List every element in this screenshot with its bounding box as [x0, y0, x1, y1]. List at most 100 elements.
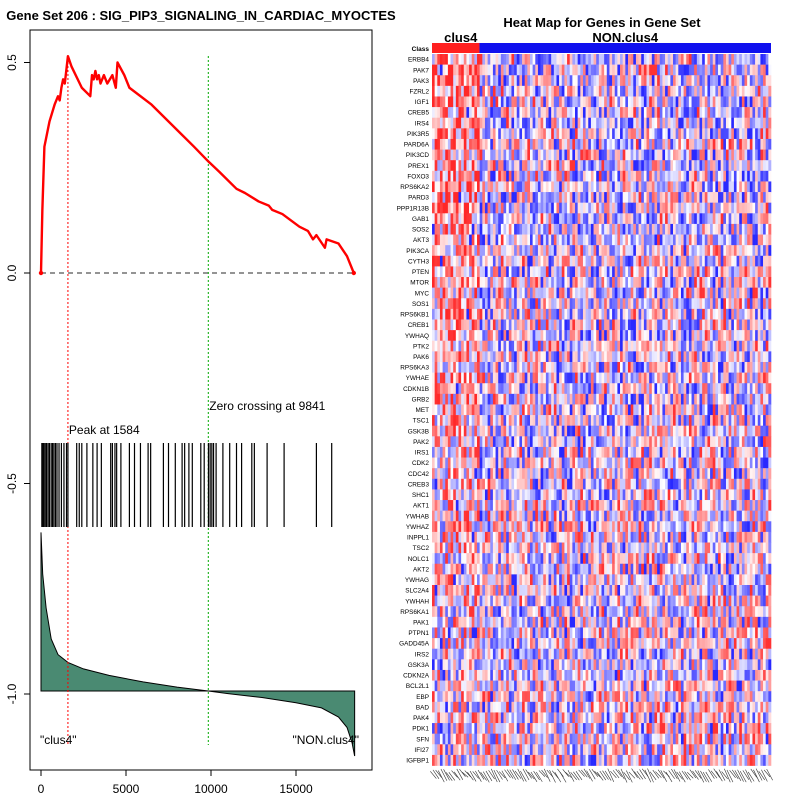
heatmap-cell [604, 192, 607, 203]
heatmap-cell [747, 235, 750, 246]
heatmap-cell [591, 213, 594, 224]
heatmap-cell [670, 181, 673, 192]
heatmap-cell [742, 404, 745, 415]
heatmap-cell [586, 266, 589, 277]
heatmap-cell [466, 213, 469, 224]
heatmap-cell [633, 394, 636, 405]
heatmap-cell [729, 150, 732, 161]
heatmap-cell [496, 213, 499, 224]
heatmap-cell [472, 266, 475, 277]
heatmap-cell [546, 54, 549, 65]
heatmap-cell [445, 394, 448, 405]
heatmap-cell [676, 288, 679, 299]
heatmap-cell [546, 309, 549, 320]
heatmap-cell [448, 458, 451, 469]
heatmap-cell [654, 128, 657, 139]
heatmap-cell [522, 160, 525, 171]
heatmap-cell [694, 298, 697, 309]
heatmap-cell [453, 75, 456, 86]
heatmap-cell [702, 139, 705, 150]
heatmap-cell [477, 330, 480, 341]
heatmap-cell [745, 298, 748, 309]
heatmap-cell [482, 383, 485, 394]
heatmap-cell [604, 160, 607, 171]
heatmap-cell [551, 224, 554, 235]
heatmap-cell [469, 436, 472, 447]
heatmap-cell [461, 235, 464, 246]
heatmap-cell [684, 86, 687, 97]
heatmap-cell [578, 351, 581, 362]
heatmap-cell [670, 245, 673, 256]
heatmap-cell [628, 394, 631, 405]
heatmap-cell [758, 341, 761, 352]
heatmap-cell [482, 404, 485, 415]
heatmap-cell [551, 277, 554, 288]
heatmap-cell [734, 256, 737, 267]
heatmap-cell [514, 330, 517, 341]
heatmap-cell [501, 86, 504, 97]
heatmap-cell [654, 277, 657, 288]
heatmap-cell [554, 277, 557, 288]
heatmap-cell [684, 266, 687, 277]
heatmap-cell [538, 160, 541, 171]
heatmap-cell [599, 213, 602, 224]
heatmap-cell [729, 128, 732, 139]
heatmap-cell [707, 436, 710, 447]
heatmap-cell [668, 139, 671, 150]
heatmap-cell [509, 54, 512, 65]
heatmap-cell [694, 160, 697, 171]
heatmap-cell [633, 415, 636, 426]
heatmap-cell [763, 426, 766, 437]
heatmap-cell [747, 383, 750, 394]
heatmap-cell [514, 298, 517, 309]
heatmap-cell [477, 203, 480, 214]
heatmap-cell [464, 213, 467, 224]
heatmap-cell [758, 383, 761, 394]
heatmap-cell [464, 404, 467, 415]
heatmap-cell [641, 118, 644, 129]
heatmap-cell [461, 373, 464, 384]
heatmap-cell [456, 426, 459, 437]
heatmap-cell [636, 160, 639, 171]
heatmap-cell [633, 436, 636, 447]
heatmap-cell [602, 213, 605, 224]
heatmap-cell [699, 65, 702, 76]
heatmap-cell [633, 192, 636, 203]
heatmap-cell [737, 426, 740, 437]
heatmap-cell [458, 320, 461, 331]
heatmap-cell [493, 224, 496, 235]
heatmap-cell [448, 139, 451, 150]
heatmap-cell [662, 245, 665, 256]
heatmap-cell [482, 288, 485, 299]
heatmap-cell [596, 373, 599, 384]
heatmap-cell [443, 128, 446, 139]
heatmap-cell [451, 86, 454, 97]
heatmap-cell [726, 139, 729, 150]
heatmap-cell [758, 118, 761, 129]
heatmap-cell [509, 171, 512, 182]
heatmap-cell [742, 309, 745, 320]
heatmap-cell [649, 75, 652, 86]
heatmap-cell [737, 75, 740, 86]
heatmap-cell [509, 181, 512, 192]
heatmap-cell [482, 341, 485, 352]
heatmap-cell [458, 203, 461, 214]
heatmap-cell [519, 415, 522, 426]
heatmap-cell [562, 383, 565, 394]
heatmap-cell [644, 235, 647, 246]
heatmap-cell [541, 213, 544, 224]
heatmap-cell [697, 118, 700, 129]
heatmap-cell [551, 404, 554, 415]
heatmap-cell [620, 383, 623, 394]
heatmap-cell [620, 54, 623, 65]
heatmap-cell [527, 362, 530, 373]
heatmap-cell [628, 181, 631, 192]
heatmap-cell [514, 235, 517, 246]
heatmap-cell [485, 256, 488, 267]
heatmap-cell [668, 373, 671, 384]
heatmap-cell [742, 320, 745, 331]
heatmap-cell [734, 266, 737, 277]
heatmap-cell [692, 75, 695, 86]
heatmap-cell [763, 383, 766, 394]
heatmap-cell [631, 309, 634, 320]
